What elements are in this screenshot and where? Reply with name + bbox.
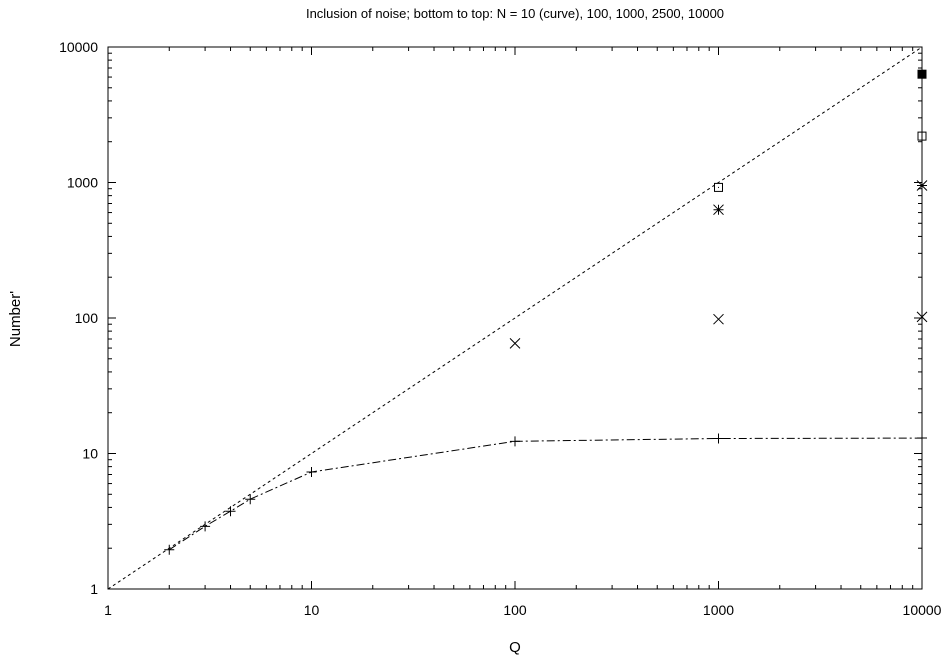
data-point-cross bbox=[509, 337, 521, 349]
data-point-plus bbox=[306, 467, 317, 478]
data-point-open-square bbox=[714, 182, 723, 192]
data-point-plus bbox=[200, 521, 211, 532]
y-tick-label: 10000 bbox=[59, 39, 98, 55]
data-point-center-dot bbox=[718, 186, 719, 188]
x-axis-label: Q bbox=[509, 639, 521, 656]
data-point-plus bbox=[510, 436, 520, 447]
series-line bbox=[169, 437, 923, 551]
y-axis-label: Number' bbox=[7, 291, 24, 347]
data-point-center-dot bbox=[921, 135, 923, 137]
y-tick-label: 1 bbox=[90, 581, 98, 597]
x-tick-label: 1 bbox=[104, 602, 112, 618]
data-point-plus bbox=[713, 433, 724, 444]
data-point-cross bbox=[916, 311, 928, 323]
chart-title: Inclusion of noise; bottom to top: N = 1… bbox=[306, 6, 724, 21]
x-tick-label: 10000 bbox=[903, 602, 942, 618]
data-point-cross bbox=[713, 313, 724, 325]
data-point-open-square bbox=[917, 131, 927, 141]
data-point-plus bbox=[917, 433, 927, 444]
data-point-filled-square bbox=[917, 69, 927, 79]
x-tick-label: 1000 bbox=[703, 602, 734, 618]
y-tick-label: 10 bbox=[82, 446, 98, 462]
axis-ticks: 1 10 100 1000 10000 1 10 100 1000 10000 bbox=[59, 39, 942, 618]
reference-line bbox=[107, 46, 923, 590]
x-tick-label: 100 bbox=[503, 602, 527, 618]
series-lines bbox=[107, 46, 923, 590]
data-point-plus bbox=[225, 506, 236, 517]
data-point-star bbox=[713, 204, 724, 216]
data-point-plus bbox=[164, 544, 175, 555]
data-point-star bbox=[916, 180, 928, 191]
y-tick-label: 100 bbox=[75, 310, 99, 326]
data-point-plus bbox=[245, 494, 256, 505]
x-tick-label: 10 bbox=[304, 602, 320, 618]
y-tick-label: 1000 bbox=[67, 175, 98, 191]
data-markers bbox=[164, 69, 928, 555]
